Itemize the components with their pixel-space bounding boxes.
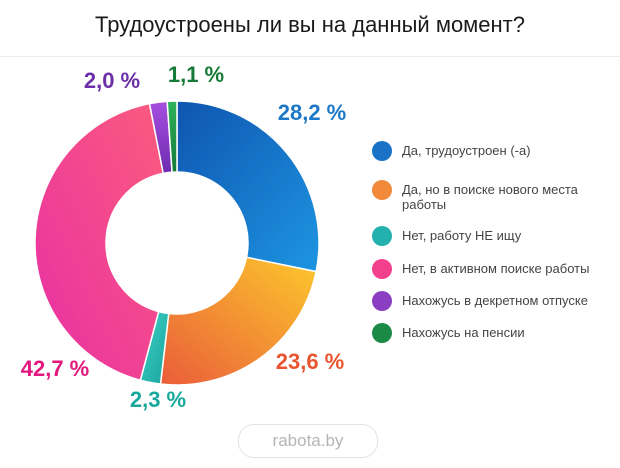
- legend-label-retired: Нахожусь на пенсии: [402, 325, 525, 340]
- data-label-not-searching: 2,3 %: [130, 387, 186, 412]
- data-label-maternity: 2,0 %: [84, 68, 140, 93]
- donut-slice-searching-new: [159, 256, 317, 386]
- legend-swatch-employed: [372, 141, 392, 161]
- legend-item-not-searching: Нет, работу НЕ ищу: [372, 226, 612, 246]
- data-label-employed: 28,2 %: [278, 100, 347, 125]
- legend-swatch-maternity: [372, 291, 392, 311]
- legend-label-searching-new: Да, но в поиске нового места работы: [402, 182, 578, 212]
- legend-item-searching-new: Да, но в поиске нового места работы: [372, 180, 612, 212]
- title-divider: [0, 56, 620, 57]
- legend-swatch-searching-new: [372, 180, 392, 200]
- donut-slice-retired: [166, 100, 178, 173]
- donut-slice-employed: [176, 100, 320, 273]
- legend-label-maternity: Нахожусь в декретном отпуске: [402, 293, 588, 308]
- legend-item-employed: Да, трудоустроен (-а): [372, 141, 612, 161]
- data-label-searching-new: 23,6 %: [276, 349, 345, 374]
- legend-label-not-searching: Нет, работу НЕ ищу: [402, 228, 522, 243]
- chart-title: Трудоустроены ли вы на данный момент?: [94, 12, 525, 37]
- legend-label-employed: Да, трудоустроен (-а): [402, 143, 531, 158]
- donut-slice-active-search: [34, 102, 165, 382]
- legend-item-maternity: Нахожусь в декретном отпуске: [372, 291, 612, 311]
- legend-swatch-retired: [372, 323, 392, 343]
- source-badge: rabota.by: [238, 424, 378, 458]
- legend-swatch-active-search: [372, 259, 392, 279]
- legend-item-retired: Нахожусь на пенсии: [372, 323, 612, 343]
- legend-item-active-search: Нет, в активном поиске работы: [372, 259, 612, 279]
- legend-swatch-not-searching: [372, 226, 392, 246]
- data-label-active-search: 42,7 %: [21, 356, 90, 381]
- legend-label-active-search: Нет, в активном поиске работы: [402, 261, 590, 276]
- data-label-retired: 1,1 %: [168, 62, 224, 87]
